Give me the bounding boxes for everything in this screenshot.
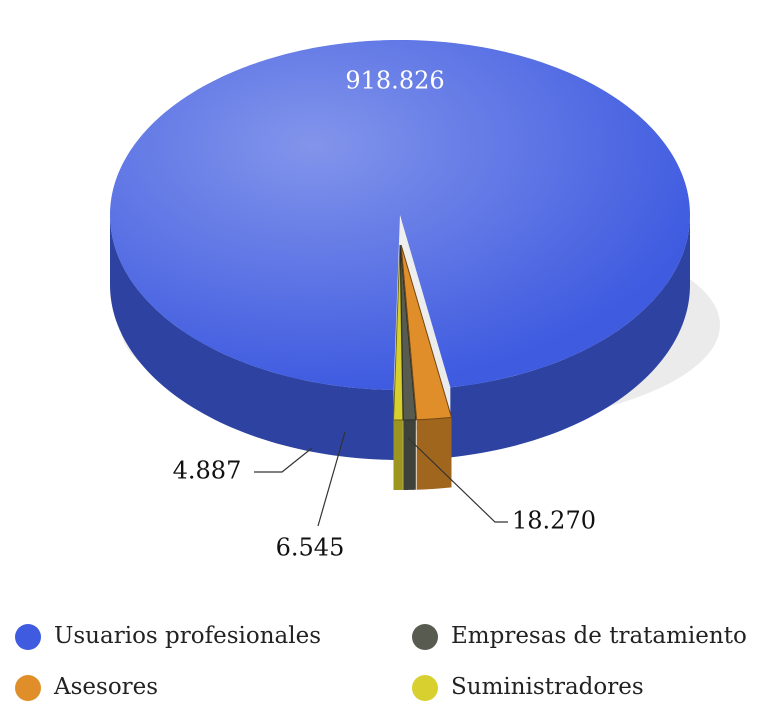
value-label: 18.270 [512,507,596,535]
legend-label: Asesores [53,674,158,700]
value-label: 918.826 [345,67,444,95]
legend-swatch [15,675,41,701]
legend-label: Usuarios profesionales [54,623,321,649]
legend: Usuarios profesionales Asesores Empresas d… [15,623,747,701]
legend-label: Suministradores [451,674,644,700]
slice-side [403,419,416,490]
pie [110,40,720,490]
value-label: 6.545 [276,534,345,562]
slice-side [416,417,452,490]
legend-swatch [412,675,438,701]
highlight [110,40,690,390]
leader-line [407,437,508,523]
value-labels: 918.826 18.270 6.545 4.887 [173,67,596,562]
value-label: 4.887 [173,457,242,485]
slice-top [399,244,417,421]
legend-swatch [15,624,41,650]
slice [399,244,417,490]
legend-swatch [412,624,438,650]
slice-top [400,244,453,421]
slice-side [450,215,690,458]
leader-line [317,431,346,527]
leader-lines [254,431,508,527]
legend-label: Empresas de tratamiento [451,623,747,649]
leader-line [254,447,313,473]
slice-side [393,419,403,490]
slice-side [110,215,394,460]
